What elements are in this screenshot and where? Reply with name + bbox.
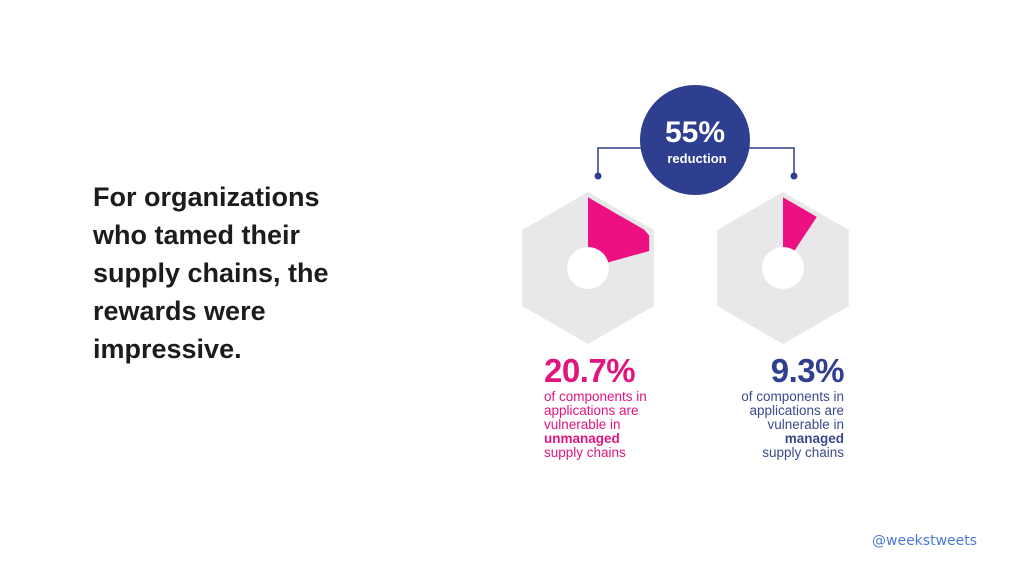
vulnerable-slice [588, 197, 650, 268]
hexagon-hole [762, 247, 804, 289]
twitter-handle: @weekstweets [872, 533, 978, 549]
reduction-label: reduction [667, 151, 726, 166]
connector-dot-right [790, 172, 798, 180]
hexagon-hole [567, 247, 609, 289]
stat-managed: 9.3% of components in applications are v… [700, 352, 844, 460]
connector-dot-left [594, 172, 602, 180]
stat-emphasis: managed [784, 431, 844, 446]
stat-line: of components in [741, 389, 844, 404]
headline-line: For organizations [93, 182, 320, 212]
stat-value: 9.3% [770, 352, 845, 389]
stat-value: 20.7% [544, 352, 636, 389]
headline-line: impressive. [93, 334, 242, 364]
stat-line: applications are [749, 403, 844, 418]
stat-line: applications are [544, 403, 639, 418]
headline-line: supply chains, the [93, 258, 329, 288]
stat-unmanaged: 20.7% of components in applications are … [544, 352, 647, 460]
stat-line: vulnerable in [544, 417, 621, 432]
stat-line: vulnerable in [767, 417, 844, 432]
connector-bracket [594, 147, 798, 180]
reduction-circle [640, 85, 750, 195]
stat-line: supply chains [762, 445, 844, 460]
reduction-badge: 55% reduction [640, 85, 750, 195]
headline-line: rewards were [93, 296, 266, 326]
stat-line: supply chains [544, 445, 626, 460]
hex-managed [717, 192, 849, 344]
headline: For organizations who tamed their supply… [93, 178, 383, 368]
stat-line: of components in [544, 389, 647, 404]
stat-emphasis: unmanaged [544, 431, 620, 446]
reduction-value: 55% [665, 116, 725, 149]
headline-line: who tamed their [93, 220, 301, 250]
hex-unmanaged [522, 192, 654, 344]
